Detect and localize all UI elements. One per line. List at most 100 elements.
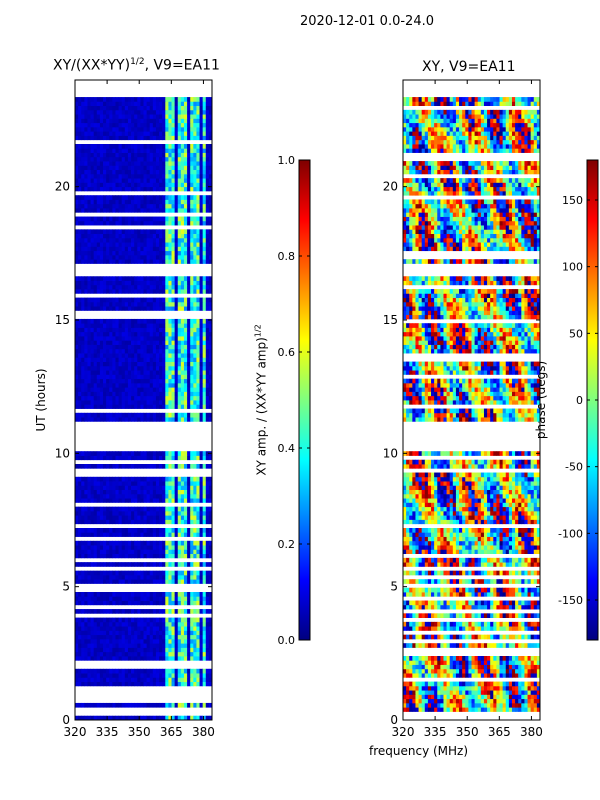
amp-heatmap-cell: [131, 301, 135, 307]
amp-heatmap-cell: [205, 545, 210, 550]
amp-heatmap-cell: [165, 276, 169, 281]
amp-heatmap-cell: [193, 570, 197, 576]
amp-heatmap-cell: [155, 574, 160, 580]
amp-heatmap-cell: [149, 348, 154, 354]
amp-heatmap-cell: [152, 481, 157, 486]
amp-heatmap-cell: [168, 400, 172, 405]
amp-heatmap-cell: [121, 118, 126, 124]
amp-heatmap-cell: [196, 553, 200, 559]
amp-heatmap-cell: [90, 668, 95, 674]
amp-heatmap-cell: [205, 489, 210, 495]
amp-heatmap-cell: [75, 519, 79, 525]
amp-heatmap-cell: [152, 382, 157, 388]
amp-heatmap-cell: [159, 156, 163, 162]
amp-heatmap-cell: [78, 254, 82, 260]
amp-heatmap-cell: [205, 250, 210, 256]
amp-heatmap-cell: [134, 370, 138, 375]
amp-heatmap-cell: [193, 681, 197, 687]
amp-heatmap-cell: [103, 340, 107, 345]
amp-heatmap-cell: [106, 357, 110, 362]
amp-heatmap-cell: [149, 229, 154, 234]
amp-heatmap-cell: [180, 382, 185, 388]
amp-heatmap-cell: [90, 105, 95, 111]
amp-heatmap-cell: [112, 528, 116, 533]
amp-heatmap-cell: [134, 617, 138, 623]
amp-heatmap-cell: [143, 506, 148, 512]
amp-heatmap-cell: [118, 101, 123, 106]
amp-heatmap-cell: [202, 284, 207, 290]
amp-heatmap-cell: [127, 387, 132, 392]
amp-heatmap-cell: [127, 246, 132, 252]
amp-heatmap-cell: [93, 169, 98, 175]
amp-heatmap-cell: [96, 596, 101, 601]
amp-heatmap-cell: [171, 412, 176, 418]
amp-heatmap-cell: [168, 336, 172, 341]
amp-heatmap-cell: [149, 131, 154, 136]
amp-heatmap-cell: [124, 519, 129, 525]
amp-heatmap-cell: [193, 250, 197, 256]
amp-heatmap-cell: [199, 254, 204, 260]
amp-heatmap-cell: [177, 609, 182, 614]
amp-heatmap-cell: [180, 677, 185, 682]
amp-heatmap-cell: [99, 229, 104, 234]
amp-heatmap-cell: [78, 528, 82, 533]
amp-heatmap-cell: [146, 169, 151, 175]
phase-heatmap-cell: [474, 702, 479, 708]
amp-heatmap-cell: [75, 638, 79, 644]
amp-heatmap-cell: [162, 250, 166, 256]
amp-heatmap-cell: [183, 216, 188, 222]
amp-heatmap-cell: [124, 630, 129, 636]
amp-heatmap-cell: [131, 118, 135, 124]
amp-heatmap-cell: [131, 114, 135, 119]
amp-heatmap-cell: [93, 182, 98, 188]
amp-heatmap-cell: [99, 378, 104, 384]
amp-heatmap-cell: [202, 528, 207, 533]
amp-heatmap-cell: [121, 600, 126, 606]
amp-heatmap-cell: [131, 464, 135, 469]
amp-heatmap-cell: [177, 348, 182, 354]
amp-heatmap-cell: [190, 532, 194, 537]
amp-heatmap-cell: [127, 574, 132, 580]
amp-heatmap-cell: [177, 481, 182, 486]
amp-heatmap-cell: [149, 323, 154, 328]
amp-heatmap-cell: [196, 476, 200, 482]
amp-heatmap-cell: [96, 199, 101, 205]
amp-heatmap-cell: [165, 651, 169, 657]
amp-heatmap-cell: [190, 182, 194, 188]
amp-heatmap-cell: [118, 220, 123, 226]
amp-heatmap-cell: [81, 455, 85, 461]
amp-heatmap-cell: [162, 118, 166, 124]
amp-heatmap-cell: [112, 404, 116, 409]
amp-heatmap-cell: [118, 109, 123, 115]
amp-heatmap-cell: [87, 144, 91, 149]
amp-heatmap-cell: [90, 540, 95, 546]
amp-heatmap-cell: [183, 715, 188, 720]
amp-heatmap-cell: [118, 152, 123, 158]
amp-heatmap-cell: [75, 498, 79, 503]
amp-heatmap-cell: [155, 156, 160, 162]
amp-heatmap-cell: [187, 651, 191, 657]
amp-heatmap-cell: [202, 651, 207, 657]
amp-heatmap-cell: [205, 365, 210, 371]
amp-heatmap-cell: [75, 114, 79, 119]
amp-heatmap-cell: [109, 532, 113, 537]
phase-heatmap-cell: [487, 690, 491, 695]
amp-heatmap-cell: [134, 353, 138, 358]
amp-heatmap-cell: [193, 387, 197, 392]
amp-heatmap-cell: [134, 570, 138, 576]
amp-heatmap-cell: [124, 169, 129, 175]
amp-heatmap-cell: [205, 297, 210, 303]
amp-heatmap-cell: [155, 178, 160, 183]
amp-heatmap-cell: [165, 340, 169, 345]
amp-heatmap-cell: [137, 254, 141, 260]
amp-heatmap-cell: [199, 404, 204, 409]
amp-heatmap-cell: [134, 647, 138, 653]
amp-heatmap-cell: [127, 186, 132, 192]
phase-heatmap-cell: [465, 694, 469, 700]
phase-heatmap-cell: [418, 694, 423, 700]
amp-heatmap-cell: [96, 336, 101, 341]
amp-heatmap-cell: [137, 216, 141, 222]
amp-heatmap-cell: [109, 280, 113, 286]
amp-heatmap-cell: [118, 404, 123, 409]
amp-heatmap-cell: [205, 156, 210, 162]
